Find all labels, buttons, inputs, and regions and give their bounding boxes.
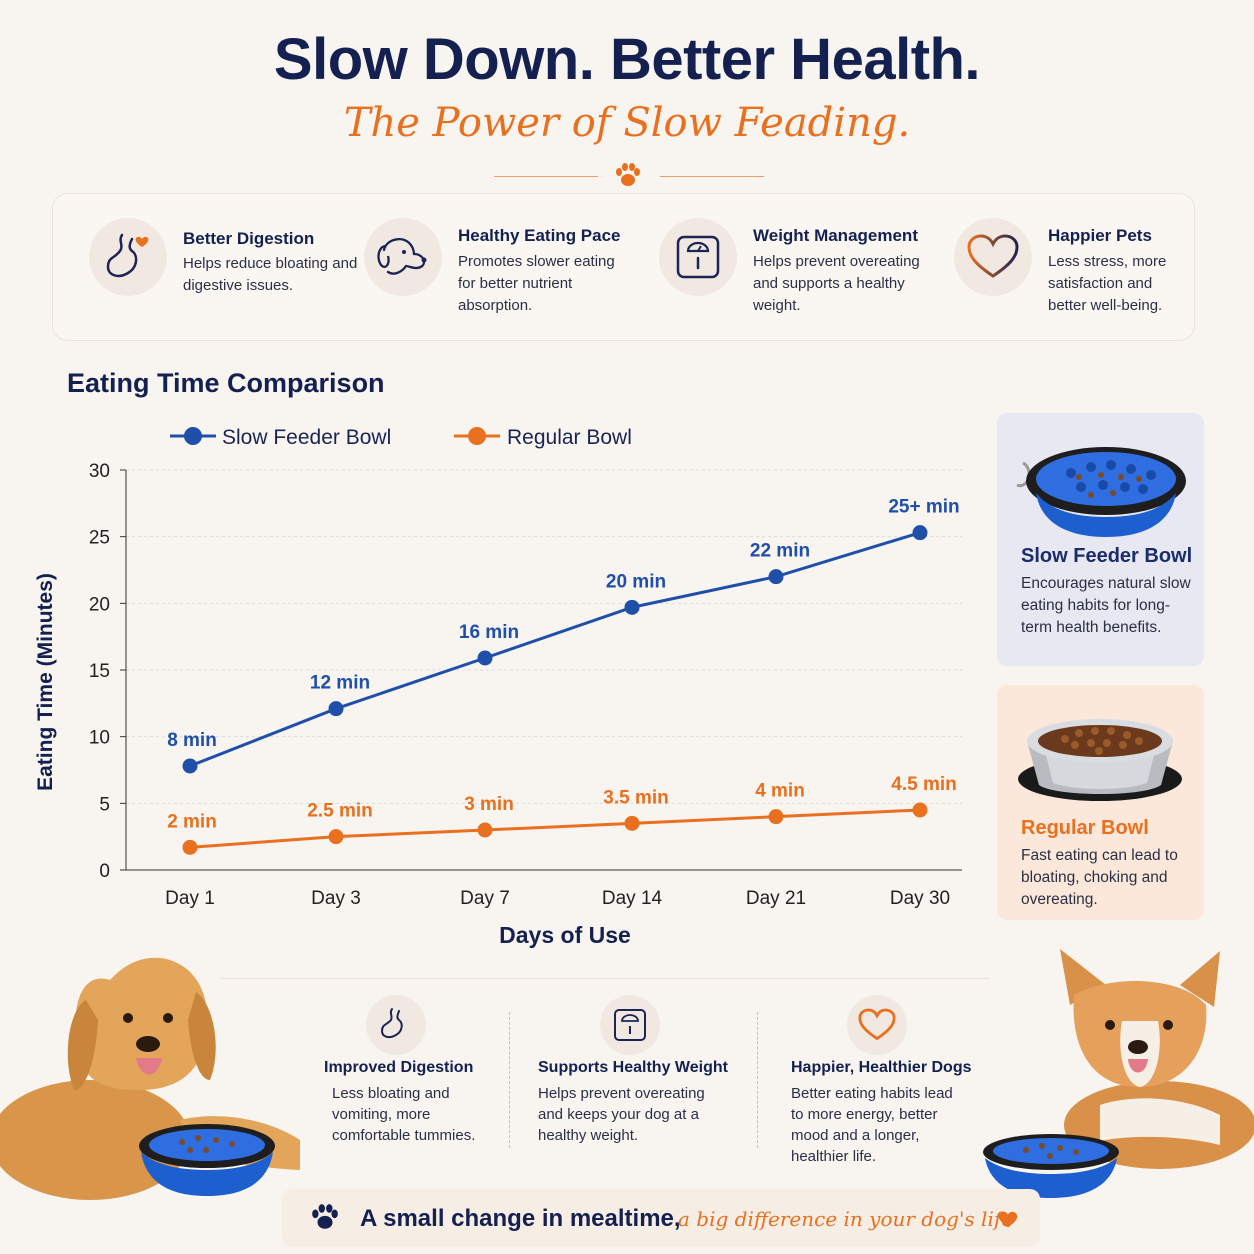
data-label: 20 min [606,571,666,592]
benefit-panel: Better Digestion Helps reduce bloating a… [52,193,1195,341]
paw-icon [616,163,640,186]
y-tick-label: 5 [99,794,110,815]
y-tick-label: 0 [99,861,110,882]
stomach-heart-icon [89,218,167,296]
x-tick-label: Day 7 [460,888,510,909]
benefit-title: Healthy Eating Pace [458,226,621,245]
heart-icon [954,218,1032,296]
x-axis-label: Days of Use [499,922,631,948]
card-desc: Fast eating can lead to bloating, chokin… [1021,847,1178,908]
benefit-title: Happier Pets [1048,226,1152,245]
eating-time-chart: 0 5 10 15 20 25 30 Day 1 Day 3 Day 7 Day 14 Day 21 D… [34,426,962,948]
legend-marker [468,427,486,445]
bottom-benefit-title: Supports Healthy Weight [538,1059,728,1076]
series-line [189,808,921,849]
stomach-icon [366,995,426,1055]
data-label: 3.5 min [603,787,668,808]
y-tick-label: 30 [89,461,110,482]
x-tick-label: Day 3 [311,888,361,909]
x-tick-label: Day 30 [890,888,950,909]
y-axis-label: Eating Time (Minutes) [34,573,57,791]
benefit-title: Weight Management [753,226,918,245]
data-point [912,802,928,818]
banner-main-text: A small change in mealtime, [360,1205,681,1232]
data-point [768,569,784,585]
x-tick-label: Day 1 [165,888,215,909]
heart-icon [998,1211,1018,1228]
benefit-desc: Less stress, more satisfaction and bette… [1048,253,1167,314]
data-label: 3 min [464,794,514,815]
golden-retriever-image [0,957,300,1200]
slow-feeder-bowl-left-image [139,1124,275,1196]
card-slow-feeder: Slow Feeder Bowl Encourages natural slow… [997,413,1204,666]
paw-icon [312,1204,338,1229]
data-point [328,829,344,845]
data-point [182,839,198,855]
data-point [624,815,640,831]
data-point [328,701,344,717]
y-tick-label: 10 [89,728,110,749]
dashed-divider [509,1012,510,1148]
benefit-desc: Helps reduce bloating and digestive issu… [183,255,358,294]
card-title: Regular Bowl [1021,817,1149,839]
data-label: 2.5 min [307,801,372,822]
data-label: 4.5 min [891,774,956,795]
data-label: 12 min [310,673,370,694]
card-title: Slow Feeder Bowl [1021,545,1193,567]
x-tick-label: Day 21 [746,888,806,909]
bottom-benefit-desc: Better eating habits lead to more energy… [791,1085,953,1165]
chart-title: Eating Time Comparison [67,368,385,398]
page-title: Slow Down. Better Health. [273,27,981,92]
footer-banner: A small change in mealtime, a big differ… [282,1189,1040,1247]
bottom-benefit-title: Improved Digestion [324,1059,474,1076]
banner-script-text: a big difference in your dog's life [678,1207,1014,1231]
benefit-desc: Promotes slower eating for better nutrie… [458,253,615,314]
heart-icon [847,995,907,1055]
card-desc: Encourages natural slow eating habits fo… [1021,575,1191,636]
regular-bowl-image [1018,719,1182,801]
dog-head-icon [364,218,442,296]
slow-feeder-bowl-right-image [983,1134,1119,1198]
scale-icon [659,218,737,296]
data-label: 8 min [167,730,217,751]
bottom-separator [220,978,990,979]
data-point [912,525,928,541]
dashed-divider [757,1012,758,1148]
data-label: 16 min [459,622,519,643]
legend-label: Regular Bowl [507,426,632,449]
bottom-benefit-title: Happier, Healthier Dogs [791,1059,972,1076]
page-subtitle: The Power of Slow Feading. [343,100,911,146]
data-point [477,822,493,838]
card-regular-bowl: Regular Bowl Fast eating can lead to blo… [997,685,1204,920]
data-point [768,809,784,825]
x-tick-label: Day 14 [602,888,663,909]
y-tick-label: 25 [89,528,110,549]
bottom-benefit-desc: Helps prevent overeating and keeps your … [538,1085,705,1144]
slow-feeder-bowl-image [1016,447,1186,537]
data-point [477,650,493,666]
divider-left [494,176,598,177]
data-label: 4 min [755,781,805,802]
bottom-benefit-desc: Less bloating and vomiting, more comfort… [332,1085,476,1144]
benefit-title: Better Digestion [183,229,315,248]
data-point [624,599,640,615]
series-line [189,531,921,768]
benefit-desc: Helps prevent overeating and supports a … [753,253,920,314]
data-label: 22 min [750,541,810,562]
divider-right [660,176,764,177]
legend-marker [184,427,202,445]
legend-label: Slow Feeder Bowl [222,426,391,449]
data-label: 2 min [167,811,217,832]
data-label: 25+ min [888,497,959,518]
scale-icon [600,995,660,1055]
y-tick-label: 20 [89,594,110,615]
data-point [182,758,198,774]
y-tick-label: 15 [89,661,110,682]
